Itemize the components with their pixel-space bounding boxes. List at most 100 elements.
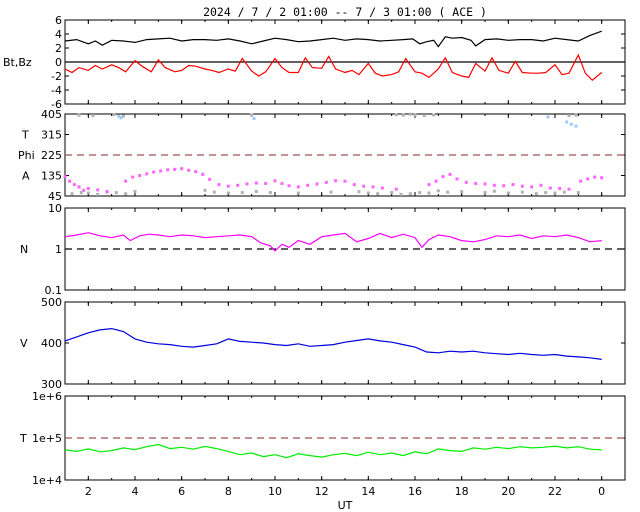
phi_gray_low-point — [418, 191, 422, 195]
panel-temperature: 1e+6 1e+5 1e+4 T — [19, 390, 626, 487]
phi_gray_low-point — [70, 192, 74, 196]
phi_magenta-point — [201, 172, 205, 176]
theta-point — [565, 120, 569, 124]
phi_magenta-point — [194, 170, 198, 174]
phi_gray_low-point — [408, 192, 412, 196]
phi_magenta-point — [105, 189, 109, 193]
phi_magenta-point — [273, 179, 277, 183]
y-axis-label-phi: Phi — [18, 149, 35, 162]
phi_magenta-point — [296, 185, 300, 189]
phi_magenta-point — [72, 183, 76, 187]
phi_gray_low-point — [460, 190, 464, 194]
phi_magenta-point — [131, 175, 135, 179]
theta-point — [546, 115, 550, 119]
phi_magenta-point — [380, 186, 384, 190]
phi_magenta-point — [343, 179, 347, 183]
phi_magenta-point — [334, 179, 338, 183]
y-tick-label: 500 — [41, 296, 62, 309]
y-tick-label: 300 — [41, 378, 62, 391]
bz-series-line — [64, 53, 603, 82]
x-tick-label: 20 — [501, 485, 515, 498]
phi_magenta-point — [226, 184, 230, 188]
phi_magenta-point — [448, 172, 452, 176]
phi_gray_low-point — [240, 191, 244, 195]
phi_gray_low-point — [357, 190, 361, 194]
phi_magenta-point — [217, 183, 221, 187]
phi_magenta-point — [138, 174, 142, 177]
phi_gray_low-point — [427, 191, 431, 195]
phi_magenta-point — [492, 183, 496, 187]
y-axis-label: Bt,Bz — [3, 56, 32, 69]
y-axis-label: T — [19, 432, 27, 445]
phi_magenta-point — [82, 188, 86, 192]
y-tick-label: -4 — [51, 84, 62, 97]
phi_magenta-point — [474, 181, 478, 185]
phi_high_gray-point — [250, 113, 254, 117]
phi_magenta-point — [362, 184, 366, 188]
phi_gray_low-point — [376, 192, 380, 196]
phi_magenta-point — [455, 177, 459, 181]
temperature-series-line — [64, 443, 602, 459]
phi_gray_low-point — [534, 192, 538, 196]
phi_magenta-point — [287, 184, 291, 188]
phi_magenta-point — [434, 179, 438, 183]
y-axis-label: V — [20, 337, 28, 350]
phi_magenta-point — [306, 183, 310, 187]
phi_magenta-point — [96, 188, 100, 192]
phi_gray_low-point — [254, 189, 258, 193]
phi_magenta-point — [593, 175, 597, 179]
phi_gray_low-point — [212, 190, 216, 194]
theta-point — [569, 122, 573, 126]
y-tick-label: 10 — [48, 202, 62, 215]
phi_gray_low-point — [114, 191, 118, 195]
phi_gray_low-point — [520, 190, 524, 194]
phi_high_gray-point — [413, 113, 417, 117]
phi_magenta-point — [352, 183, 356, 187]
phi_magenta-point — [77, 185, 81, 189]
theta-point — [574, 124, 578, 128]
phi_high_gray-point — [401, 113, 405, 117]
phi_high_gray-point — [432, 113, 436, 117]
y-axis-label-a: A — [22, 170, 30, 183]
y-tick-label: 45 — [48, 190, 62, 203]
phi_magenta-point — [394, 187, 398, 191]
x-tick-label: 12 — [315, 485, 329, 498]
y-tick-label: -2 — [51, 70, 62, 83]
x-tick-label: 18 — [455, 485, 469, 498]
x-tick-label: 8 — [225, 485, 232, 498]
x-tick-label: 4 — [132, 485, 139, 498]
phi_magenta-point — [236, 183, 240, 187]
phi_magenta-point — [427, 183, 431, 187]
phi_gray_low-point — [390, 191, 394, 195]
y-tick-label: 1 — [55, 243, 62, 256]
x-tick-label: 16 — [408, 485, 422, 498]
y-tick-label: 1e+6 — [32, 390, 62, 403]
phi_magenta-point — [371, 185, 375, 189]
phi_gray_low-point — [366, 191, 370, 195]
phi_gray_low-point — [124, 192, 128, 196]
chart-title: 2024 / 7 / 2 01:00 -- 7 / 3 01:00 ( ACE … — [203, 5, 487, 19]
phi_magenta-point — [68, 179, 72, 183]
y-tick-label: 0 — [55, 56, 62, 69]
theta-point — [119, 116, 123, 120]
phi_magenta-point — [124, 179, 128, 183]
bt-series-line — [64, 30, 602, 48]
phi_magenta-point — [145, 172, 149, 176]
phi_gray_low-point — [268, 191, 272, 195]
phi_magenta-point — [586, 177, 590, 181]
y-axis-label: N — [20, 243, 28, 256]
phi_magenta-point — [441, 175, 445, 179]
y-tick-label: 1e+5 — [32, 432, 62, 445]
phi_magenta-point — [324, 180, 328, 184]
phi_gray_low-point — [399, 192, 403, 196]
phi_high_gray-point — [574, 113, 578, 117]
density-series-line — [64, 232, 602, 252]
speed-series-line — [64, 327, 602, 360]
theta-point — [252, 117, 256, 121]
phi_high_gray-point — [91, 114, 95, 118]
phi_magenta-point — [63, 175, 67, 179]
y-tick-label: 0.1 — [45, 284, 63, 297]
phi_gray_low-point — [576, 191, 580, 195]
